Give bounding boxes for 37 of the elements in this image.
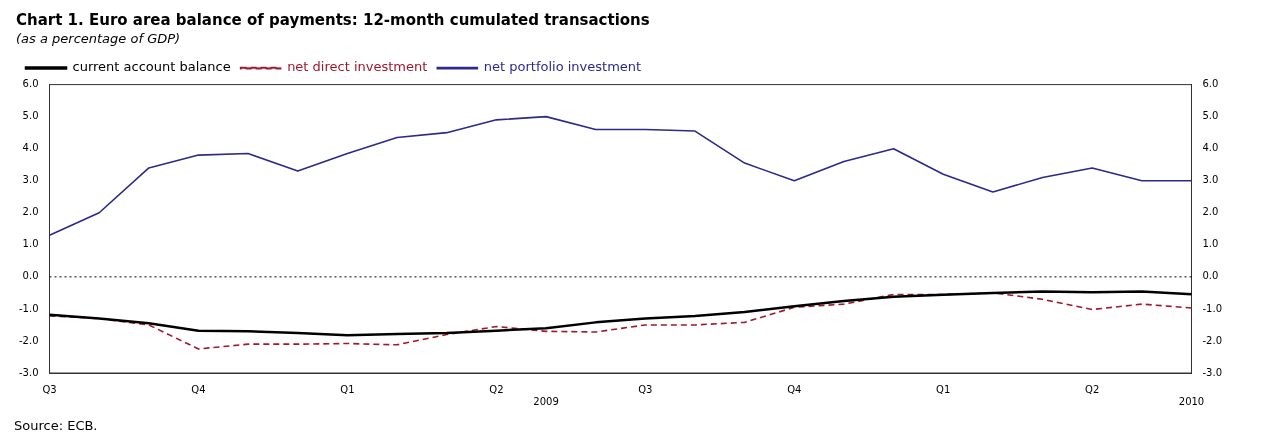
x-tick-label: Q1 (340, 383, 355, 395)
legend-label: current account balance (72, 59, 231, 75)
y2-tick-label: 6.0 (1202, 78, 1219, 90)
x-tick-label: Q4 (787, 383, 802, 395)
y-tick-label: 2.0 (22, 206, 39, 218)
y2-tick-label: 5.0 (1202, 110, 1219, 122)
y2-tick-label: -2.0 (1202, 334, 1222, 346)
y-tick-label: 6.0 (22, 78, 39, 90)
line-series (48, 292, 1193, 350)
y-tick-label: 4.0 (22, 142, 39, 154)
x-tick-label: Q4 (191, 383, 206, 395)
y2-tick-label: 3.0 (1202, 174, 1219, 186)
legend-label: net portfolio investment (483, 59, 642, 75)
x-tick-label: Q2 (489, 383, 504, 395)
x-tick-label: 2009 (533, 395, 559, 407)
x-tick-label: Q1 (936, 383, 951, 395)
chart-subtitle: (as a percentage of GDP) (16, 31, 181, 47)
y-tick-label: 0.0 (22, 270, 39, 282)
y-tick-label: -3.0 (19, 366, 39, 378)
chart-title: Chart 1. Euro area balance of payments: 12-month cumulated transactions (16, 10, 650, 29)
y2-tick-label: 1.0 (1202, 238, 1219, 250)
y-tick-label: -1.0 (19, 302, 39, 314)
x-tick-label: Q3 (42, 383, 57, 395)
y-tick-label: 5.0 (22, 110, 39, 122)
y2-tick-label: -3.0 (1202, 366, 1222, 378)
y2-tick-label: 4.0 (1202, 142, 1219, 154)
x-tick-label: Q3 (638, 383, 653, 395)
y2-tick-label: 2.0 (1202, 206, 1219, 218)
y2-tick-label: 0.0 (1202, 270, 1219, 282)
y-tick-label: -2.0 (19, 334, 39, 346)
y-tick-label: 3.0 (22, 174, 39, 186)
source-note: Source: ECB. (14, 417, 98, 433)
x-tick-label: 2010 (1178, 395, 1205, 407)
y2-tick-label: -1.0 (1202, 302, 1222, 314)
x-tick-label: Q2 (1085, 383, 1100, 395)
y-tick-label: 1.0 (22, 238, 39, 250)
legend-label: net direct investment (287, 59, 428, 75)
